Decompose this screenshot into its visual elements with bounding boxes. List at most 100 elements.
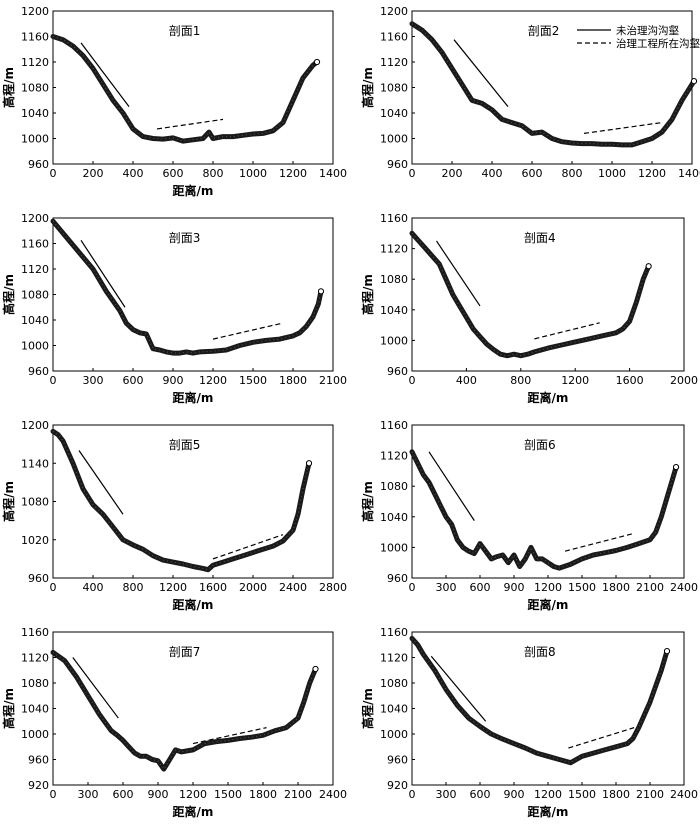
y-tick-label: 960 xyxy=(387,572,408,585)
y-tick-label: 920 xyxy=(28,779,49,792)
y-axis-label: 高程/m xyxy=(1,67,16,108)
x-tick-label: 0 xyxy=(50,167,57,180)
y-tick-label: 1160 xyxy=(380,419,408,432)
y-tick-label: 1000 xyxy=(380,133,408,146)
x-tick-label: 1000 xyxy=(598,167,626,180)
x-tick-label: 600 xyxy=(522,167,543,180)
x-tick-label: 900 xyxy=(163,374,184,387)
x-tick-label: 300 xyxy=(436,581,457,594)
elevation-profile-line xyxy=(409,635,670,766)
y-tick-label: 960 xyxy=(387,158,408,171)
y-tick-label: 1040 xyxy=(21,107,49,120)
x-tick-label: 800 xyxy=(562,167,583,180)
x-tick-label: 400 xyxy=(83,581,104,594)
y-tick-label: 1160 xyxy=(21,626,49,639)
y-tick-label: 920 xyxy=(387,779,408,792)
x-tick-label: 1500 xyxy=(568,788,596,801)
y-tick-label: 960 xyxy=(28,754,49,767)
elevation-profile-texture xyxy=(411,232,650,357)
x-tick-label: 0 xyxy=(50,581,57,594)
x-tick-label: 2400 xyxy=(670,788,698,801)
x-tick-label: 2000 xyxy=(670,374,698,387)
x-tick-label: 1200 xyxy=(159,581,187,594)
profile-endpoint-marker xyxy=(312,665,319,673)
profile-panel-6: 0 300 600 900 1200 1500 1800 2100 2400 960 1000 104… xyxy=(360,419,698,612)
panel-title: 剖面8 xyxy=(524,645,556,659)
x-tick-label: 300 xyxy=(436,788,457,801)
x-tick-label: 0 xyxy=(409,374,416,387)
y-tick-label: 1080 xyxy=(380,677,408,690)
y-tick-label: 1120 xyxy=(380,652,408,665)
y-axis-label: 高程/m xyxy=(1,688,16,729)
x-tick-label: 1200 xyxy=(199,374,227,387)
elevation-profile-texture xyxy=(52,36,318,142)
x-tick-label: 2400 xyxy=(319,788,347,801)
x-tick-label: 1500 xyxy=(568,581,596,594)
y-tick-label: 1120 xyxy=(380,56,408,69)
x-tick-label: 0 xyxy=(50,788,57,801)
profile-panel-5: 0 400 800 1200 1600 2000 2400 2800 960 1020 1080 11… xyxy=(1,419,347,612)
y-tick-label: 1000 xyxy=(380,334,408,347)
x-tick-label: 1800 xyxy=(602,581,630,594)
y-tick-label: 1160 xyxy=(380,31,408,44)
x-axis-label: 距离/m xyxy=(173,597,214,612)
x-tick-label: 1200 xyxy=(279,167,307,180)
y-tick-label: 1000 xyxy=(21,133,49,146)
y-axis-label: 高程/m xyxy=(1,481,16,522)
y-tick-label: 1140 xyxy=(21,457,49,470)
y-tick-label: 1040 xyxy=(380,107,408,120)
y-tick-label: 1000 xyxy=(380,541,408,554)
axes-frame xyxy=(411,217,685,372)
panel-title: 剖面6 xyxy=(524,438,556,452)
elevation-profile-texture xyxy=(411,451,677,569)
y-axis-label: 高程/m xyxy=(360,688,375,729)
elevation-profile-line xyxy=(409,230,652,359)
profile-endpoint-marker xyxy=(690,78,698,85)
x-tick-label: 2100 xyxy=(636,788,664,801)
panel-title: 剖面3 xyxy=(169,231,201,245)
y-tick-label: 960 xyxy=(28,158,49,171)
x-tick-label: 600 xyxy=(113,788,134,801)
elevation-profile-line xyxy=(50,649,318,772)
y-tick-label: 1120 xyxy=(21,56,49,69)
y-tick-label: 1080 xyxy=(380,82,408,95)
y-tick-label: 960 xyxy=(28,365,49,378)
governed-gully-line xyxy=(534,322,600,340)
y-tick-label: 1080 xyxy=(21,289,49,302)
profile-panel-2: 0 200 400 600 800 1000 1200 1400 960 1000 1040 1080… xyxy=(360,5,700,180)
x-tick-label: 1200 xyxy=(534,581,562,594)
x-tick-label: 1500 xyxy=(239,374,267,387)
x-tick-label: 300 xyxy=(83,374,104,387)
profile-endpoint-marker xyxy=(645,263,652,270)
governed-gully-line xyxy=(156,118,224,130)
ungoverned-gully-line xyxy=(453,39,509,108)
y-tick-label: 1160 xyxy=(21,31,49,44)
profile-panel-1: 0 200 400 600 800 1000 1200 1400 960 1000 1040 1080… xyxy=(1,5,347,198)
elevation-profile-line xyxy=(409,449,679,571)
governed-gully-line xyxy=(564,533,634,552)
y-tick-label: 1200 xyxy=(21,419,49,432)
y-tick-label: 1040 xyxy=(380,304,408,317)
y-tick-label: 1120 xyxy=(21,263,49,276)
x-tick-label: 900 xyxy=(148,788,169,801)
x-tick-label: 2800 xyxy=(319,581,347,594)
governed-gully-line xyxy=(583,121,663,134)
ungoverned-gully-line xyxy=(72,657,119,719)
panel-title: 剖面7 xyxy=(169,645,201,659)
x-tick-label: 1200 xyxy=(638,167,666,180)
x-tick-label: 1400 xyxy=(319,167,347,180)
x-axis-label: 距离/m xyxy=(173,183,214,198)
y-axis-label: 高程/m xyxy=(360,481,375,522)
y-axis-label: 高程/m xyxy=(360,67,375,108)
profile-panel-3: 0 300 600 900 1200 1500 1800 2100 960 1000 1040 108… xyxy=(1,212,347,405)
y-tick-label: 1200 xyxy=(21,212,49,225)
y-tick-label: 960 xyxy=(28,572,49,585)
x-tick-label: 2000 xyxy=(239,581,267,594)
x-tick-label: 800 xyxy=(203,167,224,180)
panel-title: 剖面5 xyxy=(169,438,201,452)
profile-endpoint-marker xyxy=(672,463,680,471)
profile-endpoint-marker xyxy=(663,648,671,655)
ungoverned-gully-line xyxy=(428,451,475,521)
governed-gully-line xyxy=(568,727,635,749)
x-tick-label: 2400 xyxy=(670,581,698,594)
